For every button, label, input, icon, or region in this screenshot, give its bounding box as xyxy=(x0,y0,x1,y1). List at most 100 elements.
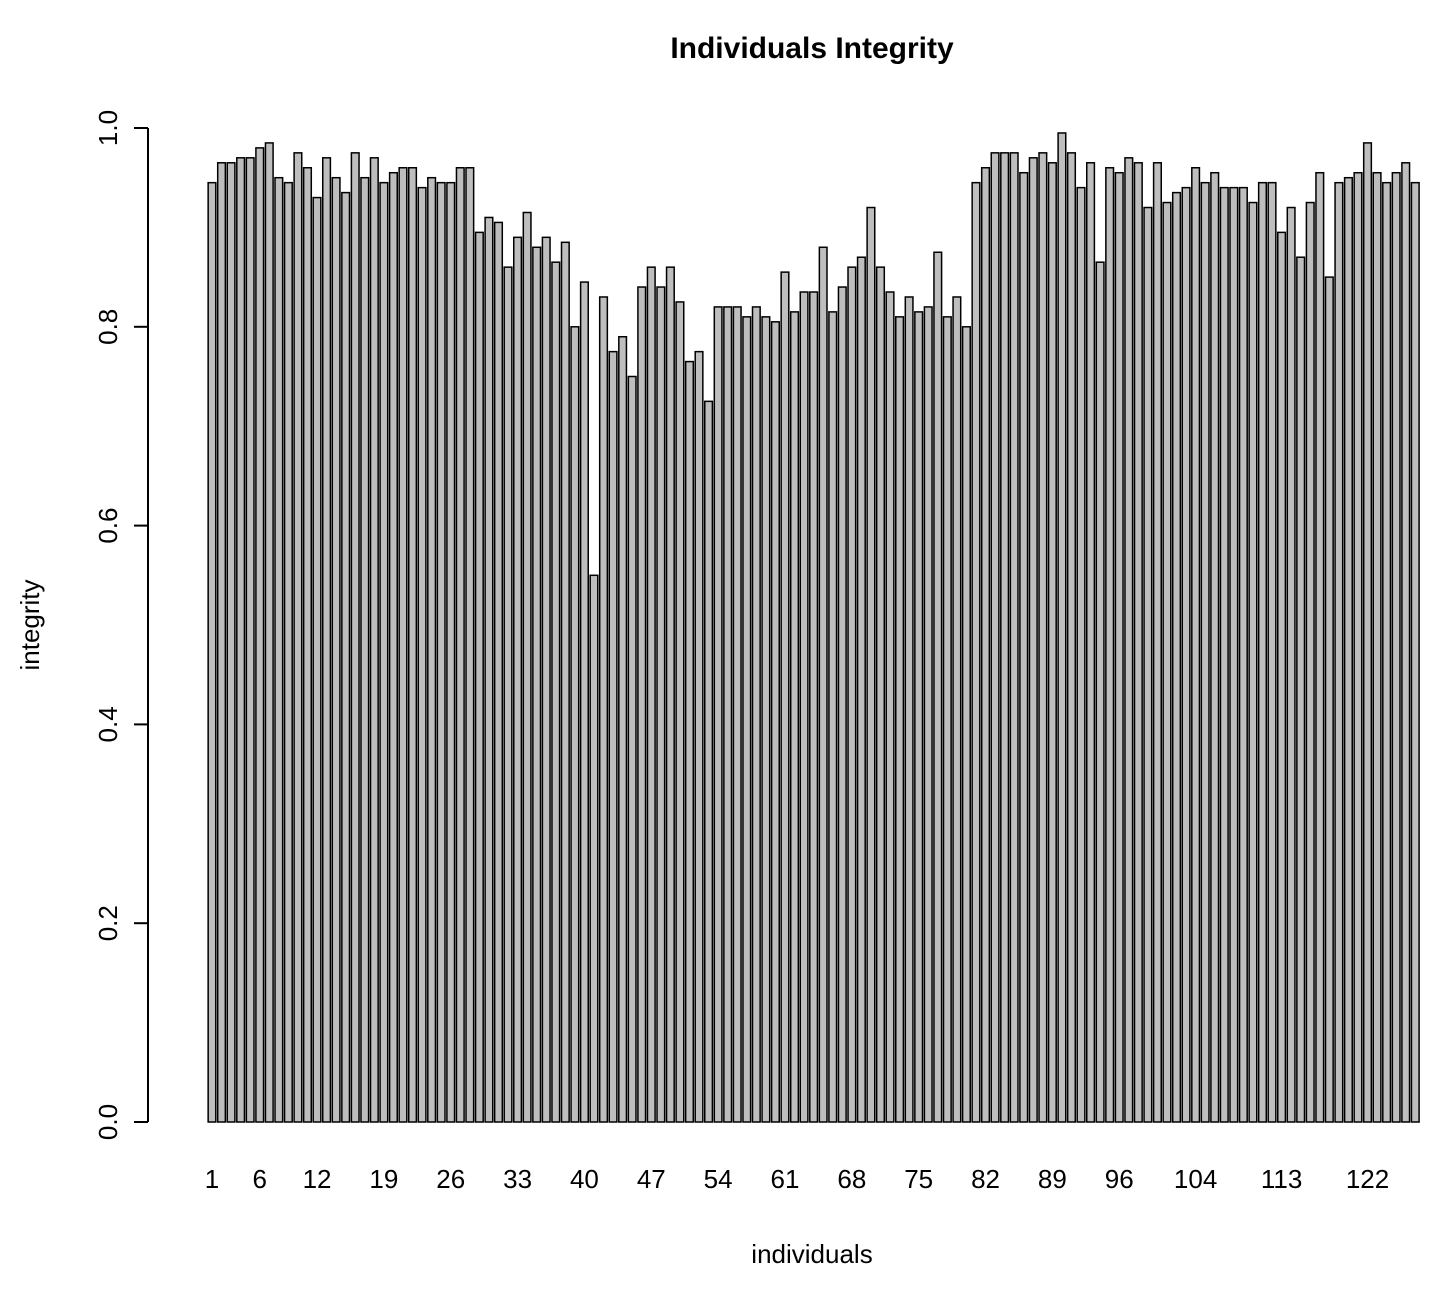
x-tick-label: 104 xyxy=(1174,1164,1217,1194)
bar xyxy=(990,152,1000,1123)
bar xyxy=(713,306,723,1123)
bar xyxy=(1391,171,1401,1123)
bar xyxy=(656,286,666,1123)
bar xyxy=(398,167,408,1123)
bar xyxy=(837,286,847,1123)
bar xyxy=(1296,256,1306,1123)
bar xyxy=(732,306,742,1123)
bar xyxy=(1028,157,1038,1123)
bar xyxy=(1353,171,1363,1123)
y-tick-label: 0.2 xyxy=(93,905,123,941)
bar xyxy=(226,162,236,1123)
bar xyxy=(1143,206,1153,1123)
x-tick-label: 122 xyxy=(1346,1164,1389,1194)
bar xyxy=(933,251,943,1123)
bar xyxy=(1105,167,1115,1123)
bar xyxy=(914,311,924,1123)
bar xyxy=(1343,176,1353,1123)
y-tick-label: 0.0 xyxy=(93,1104,123,1140)
bar xyxy=(551,261,561,1123)
bar xyxy=(1009,152,1019,1123)
bar xyxy=(236,157,246,1123)
x-tick-label: 54 xyxy=(704,1164,733,1194)
bar xyxy=(1162,201,1172,1123)
x-tick-label: 26 xyxy=(436,1164,465,1194)
bar xyxy=(1095,261,1105,1123)
bar xyxy=(1181,186,1191,1123)
bar xyxy=(942,316,952,1123)
x-tick-label: 1 xyxy=(205,1164,219,1194)
bar xyxy=(1133,162,1143,1123)
x-axis-label: individuals xyxy=(751,1239,872,1269)
bar xyxy=(283,181,293,1123)
x-tick-label: 6 xyxy=(252,1164,266,1194)
bar xyxy=(1238,186,1248,1123)
bar xyxy=(598,296,609,1123)
bar xyxy=(1191,167,1201,1123)
bar xyxy=(1200,181,1210,1123)
bar xyxy=(541,236,551,1123)
bar xyxy=(360,176,370,1123)
bar xyxy=(1267,181,1277,1123)
bar xyxy=(1047,162,1057,1123)
bar xyxy=(264,142,274,1123)
bar xyxy=(369,157,379,1123)
bar xyxy=(1248,201,1258,1123)
bar xyxy=(618,335,628,1123)
x-tick-label: 47 xyxy=(637,1164,666,1194)
bar xyxy=(723,306,733,1123)
bar xyxy=(1257,181,1268,1123)
bar xyxy=(427,176,437,1123)
bar xyxy=(455,167,465,1123)
bar xyxy=(1382,181,1392,1123)
y-tick-label: 0.4 xyxy=(93,706,123,742)
bar xyxy=(1057,132,1067,1123)
bar xyxy=(627,375,637,1123)
bar xyxy=(1305,201,1315,1123)
bar xyxy=(971,181,981,1123)
bar xyxy=(293,152,303,1123)
bar xyxy=(818,246,828,1123)
bar xyxy=(1019,171,1029,1123)
bar xyxy=(1372,171,1382,1123)
bar xyxy=(704,400,714,1123)
bar xyxy=(847,266,857,1123)
bar xyxy=(675,301,685,1123)
bar xyxy=(780,271,790,1123)
bar xyxy=(493,221,504,1123)
bar xyxy=(1334,181,1344,1123)
bar xyxy=(570,326,580,1123)
bar xyxy=(274,176,284,1123)
bar xyxy=(646,266,656,1123)
bar xyxy=(216,162,227,1123)
bar xyxy=(961,326,971,1123)
bar xyxy=(350,152,360,1123)
chart-title: Individuals Integrity xyxy=(670,32,954,65)
bar xyxy=(1086,162,1096,1123)
bar xyxy=(608,350,618,1123)
bar xyxy=(1401,162,1411,1123)
bar xyxy=(751,306,761,1123)
bar xyxy=(1114,171,1124,1123)
bar xyxy=(1315,171,1325,1123)
bar xyxy=(904,296,914,1123)
bar xyxy=(579,281,589,1123)
x-tick-label: 75 xyxy=(904,1164,933,1194)
bar xyxy=(446,181,456,1123)
bar xyxy=(1219,186,1229,1123)
bar xyxy=(895,316,905,1123)
y-axis-label: integrity xyxy=(15,579,45,670)
bar xyxy=(828,311,838,1123)
bar xyxy=(589,574,599,1123)
bar xyxy=(312,196,322,1123)
bar xyxy=(875,266,886,1123)
bar xyxy=(341,191,351,1123)
x-tick-label: 68 xyxy=(837,1164,866,1194)
bar xyxy=(465,167,475,1123)
bar xyxy=(331,176,341,1123)
bar xyxy=(474,231,484,1123)
bar xyxy=(885,291,895,1123)
bar xyxy=(513,236,523,1123)
bar xyxy=(1038,152,1048,1123)
